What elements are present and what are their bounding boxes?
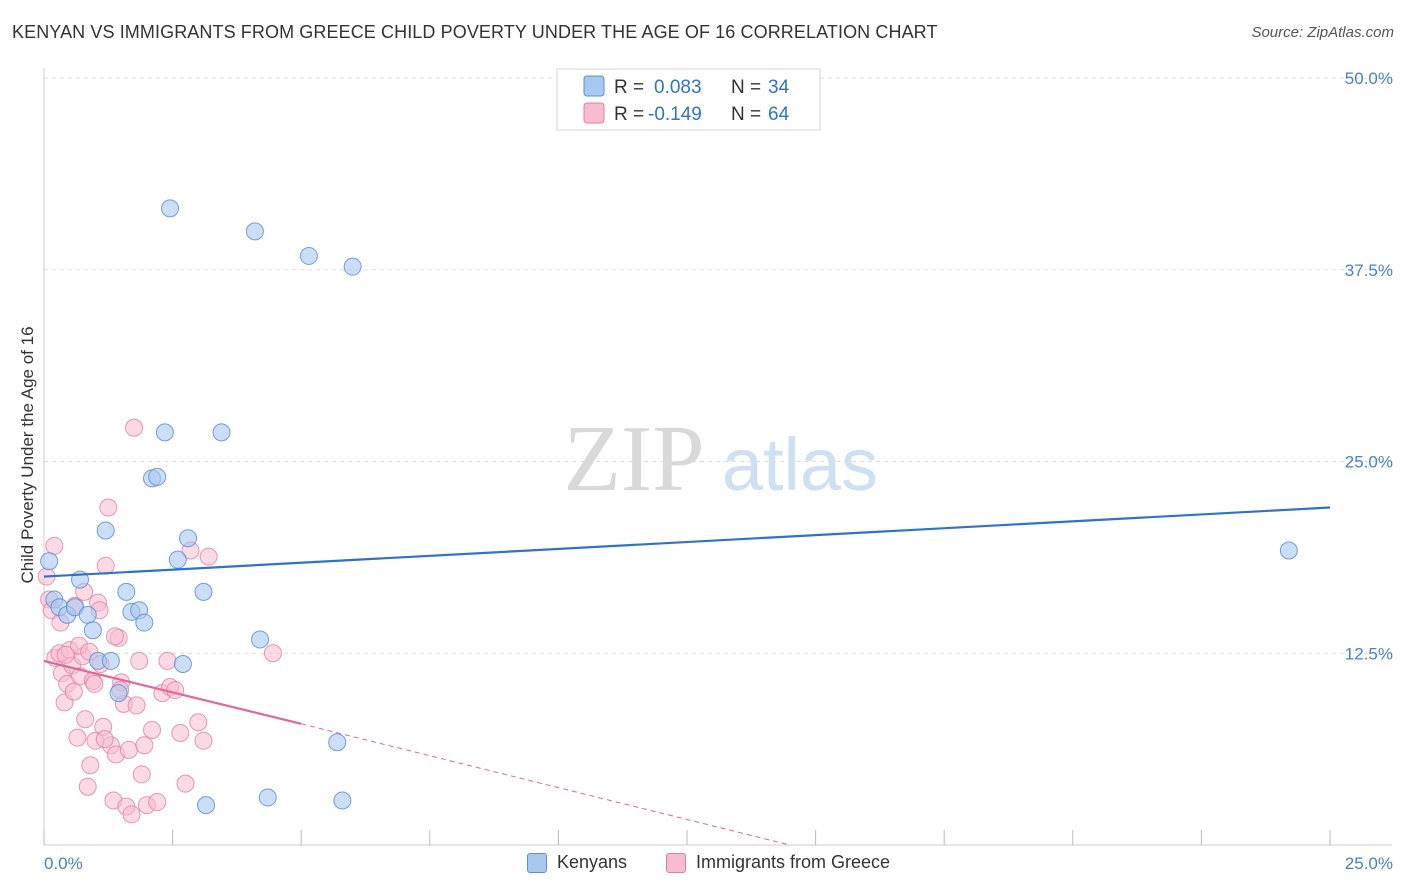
kenyans-point	[117, 582, 136, 601]
watermark-zip: ZIP	[564, 407, 705, 511]
greece-point	[81, 756, 100, 775]
x-tick-label: 25.0%	[1345, 854, 1393, 873]
legend-n-value-greece: 64	[768, 104, 790, 125]
greece-point	[78, 777, 97, 796]
y-tick-label: 12.5%	[1345, 644, 1393, 663]
legend-n-label-kenyans: N =	[731, 77, 761, 98]
greece-point	[166, 681, 185, 700]
kenyans-point	[135, 613, 154, 632]
kenyans-point	[212, 423, 231, 442]
greece-point	[125, 418, 144, 437]
chart-title: KENYAN VS IMMIGRANTS FROM GREECE CHILD P…	[12, 22, 938, 42]
series-kenyans-points	[40, 199, 1298, 815]
series-greece-points	[37, 418, 282, 824]
kenyans-swatch	[527, 852, 547, 873]
kenyans-point	[1279, 541, 1298, 560]
gridlines	[44, 77, 1392, 654]
greece-point	[85, 674, 104, 693]
legend-r-label-kenyans: R =	[614, 77, 644, 98]
kenyans-point	[328, 733, 347, 752]
greece-point	[130, 651, 149, 670]
legend-n-value-kenyans: 34	[768, 77, 790, 98]
greece-point	[194, 731, 213, 750]
kenyans-point	[251, 630, 270, 649]
greece-swatch	[666, 852, 686, 873]
source-credit: Source: ZipAtlas.com	[1251, 24, 1394, 41]
greece-point	[76, 710, 95, 729]
y-tick-label: 25.0%	[1345, 453, 1393, 472]
kenyans-point	[245, 222, 264, 241]
legend-n-label-greece: N =	[731, 104, 761, 125]
greece-point	[171, 724, 190, 743]
kenyans-point	[96, 521, 115, 540]
kenyans-point	[258, 788, 277, 807]
kenyans-point	[197, 796, 216, 815]
trend-lines	[43, 506, 1331, 846]
kenyans-point	[101, 651, 120, 670]
greece-point	[263, 644, 282, 663]
kenyans-point	[40, 552, 59, 571]
greece-point	[95, 730, 114, 749]
greece-point	[122, 805, 141, 824]
greece-point	[158, 651, 177, 670]
greece-point	[199, 547, 218, 566]
greece-point	[176, 774, 195, 793]
legend-r-value-greece: -0.149	[648, 104, 702, 125]
y-tick-label: 37.5%	[1345, 261, 1393, 280]
legend-swatch-kenyans	[583, 75, 605, 97]
legend-r-value-kenyans: 0.083	[654, 77, 702, 98]
greece-point	[119, 740, 138, 759]
kenyans-point	[299, 246, 318, 265]
kenyans-trend-line	[43, 506, 1331, 578]
legend-box: R = 0.083 N = 34 R = -0.149 N = 64	[556, 68, 821, 131]
kenyans-point	[161, 199, 180, 218]
watermark-atlas: atlas	[722, 423, 878, 506]
greece-point	[105, 627, 124, 646]
greece-point	[148, 793, 167, 812]
greece-point	[56, 645, 75, 664]
bottom-legend: Kenyans Immigrants from Greece	[0, 852, 1406, 878]
legend-swatch-greece	[583, 102, 605, 124]
kenyans-point	[194, 582, 213, 601]
bottom-legend-kenyans[interactable]: Kenyans	[527, 852, 627, 873]
legend-r-label-greece: R =	[614, 104, 644, 125]
kenyans-point	[155, 423, 174, 442]
kenyans-point	[83, 621, 102, 640]
y-tick-label: 50.0%	[1345, 69, 1393, 88]
kenyans-point	[343, 257, 362, 276]
bottom-legend-kenyans-label: Kenyans	[557, 852, 628, 872]
greece-point	[96, 556, 115, 575]
greece-point	[189, 713, 208, 732]
kenyans-point	[148, 467, 167, 486]
greece-point	[132, 765, 151, 784]
greece-trend-extension	[301, 723, 791, 846]
greece-point	[127, 696, 146, 715]
axes	[43, 68, 1392, 846]
watermark: ZIP atlas	[564, 407, 879, 511]
bottom-legend-greece[interactable]: Immigrants from Greece	[666, 852, 890, 873]
kenyans-point	[173, 654, 192, 673]
kenyans-point	[109, 684, 128, 703]
greece-point	[143, 720, 162, 739]
kenyans-point	[333, 791, 352, 810]
greece-point	[68, 728, 87, 747]
x-tick-label: 0.0%	[44, 854, 83, 873]
greece-trend-line	[43, 659, 302, 725]
greece-point	[99, 498, 118, 517]
kenyans-point	[78, 605, 97, 624]
greece-point	[135, 736, 154, 755]
kenyans-point	[168, 550, 187, 569]
tick-labels: 12.5% 25.0% 37.5% 50.0% 0.0% 25.0%	[44, 69, 1393, 873]
bottom-legend-greece-label: Immigrants from Greece	[696, 852, 891, 872]
kenyans-point	[179, 529, 198, 548]
greece-point	[64, 682, 83, 701]
greece-point	[45, 536, 64, 555]
